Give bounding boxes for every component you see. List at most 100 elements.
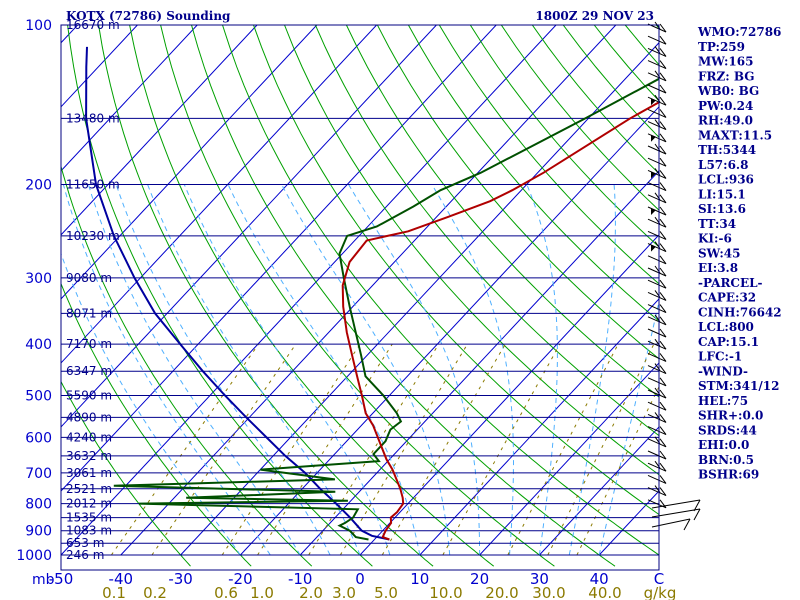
wind-barb <box>647 84 667 94</box>
wind-barb <box>647 168 667 179</box>
barb-shaft <box>647 267 667 277</box>
pressure-tick-label: 1000 <box>16 548 52 564</box>
barb-pennant <box>651 98 656 106</box>
height-label: 3061 m <box>66 466 112 480</box>
height-label: 246 m <box>66 548 104 562</box>
index-label: EI:3.8 <box>698 261 738 275</box>
dry-adiabat <box>61 164 313 567</box>
temperature-tick-label: -30 <box>168 570 193 588</box>
barb-shaft <box>647 121 667 131</box>
mixing-ratio-line <box>308 343 440 556</box>
wind-barb <box>647 377 667 387</box>
isotherm <box>240 106 659 556</box>
wind-barb <box>647 108 667 118</box>
pressure-tick-label: 400 <box>25 337 52 353</box>
wind-barb <box>647 352 667 362</box>
barb-flag <box>659 109 667 118</box>
pressure-tick-label: 100 <box>25 18 52 34</box>
wind-barb <box>647 401 667 411</box>
barb-flag <box>659 231 667 240</box>
barb-shaft <box>647 340 667 350</box>
wind-barb <box>647 35 667 45</box>
barb-flag <box>693 508 701 521</box>
dry-adiabat <box>253 25 659 516</box>
height-label: 3632 m <box>66 449 112 463</box>
barb-flag <box>659 487 667 496</box>
barb-flag <box>659 499 667 509</box>
index-label: WMO:72786 <box>697 25 781 39</box>
mixing-ratio-label: 40.0 <box>588 584 621 600</box>
temperature-tick-label: 10 <box>410 570 429 588</box>
dry-adiabat <box>191 25 616 567</box>
wind-barb <box>647 255 667 265</box>
temperature-tick-label: -10 <box>288 570 313 588</box>
isotherm <box>61 25 437 428</box>
mixing-ratio-label: 1.0 <box>250 584 274 600</box>
moist-adiabat <box>87 184 301 556</box>
wind-barb <box>647 157 667 167</box>
barb-shaft <box>647 145 667 155</box>
wind-barb <box>647 230 667 240</box>
barb-shaft <box>647 462 667 472</box>
wind-barb <box>647 206 667 216</box>
height-label: 4890 m <box>66 410 112 424</box>
pressure-tick-label: 900 <box>25 524 52 540</box>
barb-shaft <box>647 304 667 314</box>
barb-flag <box>659 145 667 155</box>
mixing-ratio-label: 0.2 <box>143 584 167 600</box>
chart-title-left: KOTX (72786) Sounding <box>66 9 231 23</box>
barb-shaft <box>647 450 667 460</box>
barb-flag <box>659 438 667 448</box>
mixing-ratio-line <box>442 343 561 556</box>
wind-barb <box>647 182 667 192</box>
barb-flag <box>659 35 667 45</box>
wind-barb <box>647 426 667 436</box>
height-label: 1535 m <box>66 511 112 525</box>
barb-shaft <box>647 279 667 289</box>
barb-shaft <box>651 499 701 509</box>
barb-shaft <box>647 316 667 326</box>
height-label: 8071 m <box>66 306 112 320</box>
barb-pennant <box>651 134 656 142</box>
index-label: HEL:75 <box>698 394 748 408</box>
index-label: MW:165 <box>698 55 753 69</box>
wind-barb <box>647 60 667 70</box>
wind-barb <box>651 508 701 521</box>
dry-adiabat <box>129 25 495 567</box>
temperature-tick-label: 20 <box>470 570 489 588</box>
wind-barb <box>647 450 667 460</box>
dry-adiabat <box>407 25 659 322</box>
mixing-ratio-line <box>221 343 361 556</box>
barb-flag <box>659 377 667 387</box>
barb-flag <box>659 401 667 411</box>
barb-flag <box>659 243 667 252</box>
index-label: CINH:76642 <box>698 305 782 319</box>
dry-adiabat <box>469 25 659 248</box>
pressure-tick-label: 700 <box>25 466 52 482</box>
wind-barb <box>647 133 667 143</box>
wind-barb <box>647 304 667 314</box>
barb-flag <box>659 84 667 94</box>
barb-flag <box>659 23 667 33</box>
barb-shaft <box>647 438 667 448</box>
temperature-tick-label: 0 <box>355 570 365 588</box>
isotherm <box>61 25 258 236</box>
mixing-ratio-unit-label: g/kg <box>644 584 677 600</box>
wind-barb <box>651 518 691 531</box>
barb-shaft <box>647 182 667 192</box>
barb-shaft <box>647 218 667 228</box>
index-label: KI:-6 <box>698 232 732 246</box>
barb-flag <box>659 292 667 301</box>
dry-adiabat <box>284 25 659 476</box>
index-label: BSHR:69 <box>698 468 759 482</box>
temperature-tick-label: -40 <box>109 570 134 588</box>
barb-flag <box>659 96 667 106</box>
isotherm <box>61 25 198 172</box>
barb-shaft <box>647 60 667 70</box>
dry-adiabat <box>345 25 659 398</box>
barb-shaft <box>647 401 667 411</box>
barb-flag <box>659 48 667 57</box>
